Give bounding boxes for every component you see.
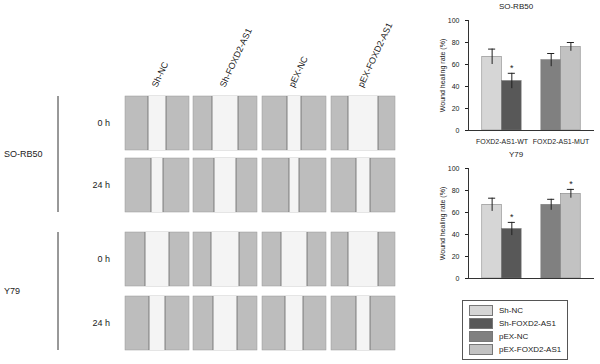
svg-text:Sh-NC: Sh-NC: [150, 60, 171, 89]
html-text:pEX-FOXD2-AS1: pEX-FOXD2-AS1: [499, 345, 562, 354]
svg-text:*: *: [510, 212, 514, 222]
svg-text:40: 40: [452, 231, 460, 238]
svg-text:Sh-FOXD2-AS1: Sh-FOXD2-AS1: [218, 27, 254, 89]
svg-text:SO-RB50: SO-RB50: [4, 149, 43, 159]
svg-text:20: 20: [452, 253, 460, 260]
svg-text:Wound healing rate (%): Wound healing rate (%): [439, 39, 447, 112]
svg-text:24 h: 24 h: [92, 180, 110, 190]
svg-text:0: 0: [456, 275, 460, 282]
svg-text:0 h: 0 h: [97, 254, 110, 264]
svg-text:Y79: Y79: [4, 286, 20, 296]
svg-text:80: 80: [452, 39, 460, 46]
svg-text:60: 60: [452, 209, 460, 216]
svg-text:40: 40: [452, 83, 460, 90]
svg-text:pEX-FOXD2-AS1: pEX-FOXD2-AS1: [356, 21, 395, 89]
svg-text:60: 60: [452, 61, 460, 68]
svg-text:FOXD2-AS1-WT: FOXD2-AS1-WT: [476, 138, 529, 145]
html-text:Y79: Y79: [508, 150, 524, 159]
html-text:SO-RB50: SO-RB50: [498, 2, 534, 11]
svg-text:0: 0: [456, 127, 460, 134]
svg-text:0 h: 0 h: [97, 118, 110, 128]
svg-text:*: *: [569, 179, 573, 189]
svg-text:Wound healing rate (%): Wound healing rate (%): [439, 187, 447, 260]
svg-text:pEX-NC: pEX-NC: [287, 54, 310, 89]
svg-text:100: 100: [448, 17, 460, 24]
html-text:Sh-NC: Sh-NC: [499, 306, 523, 315]
svg-text:20: 20: [452, 105, 460, 112]
svg-text:24 h: 24 h: [92, 318, 110, 328]
html-text:Sh-FOXD2-AS1: Sh-FOXD2-AS1: [499, 319, 556, 328]
svg-text:FOXD2-AS1-MUT: FOXD2-AS1-MUT: [533, 138, 590, 145]
svg-text:80: 80: [452, 187, 460, 194]
svg-text:100: 100: [448, 165, 460, 172]
svg-text:*: *: [510, 63, 514, 73]
html-text:pEX-NC: pEX-NC: [499, 332, 529, 341]
